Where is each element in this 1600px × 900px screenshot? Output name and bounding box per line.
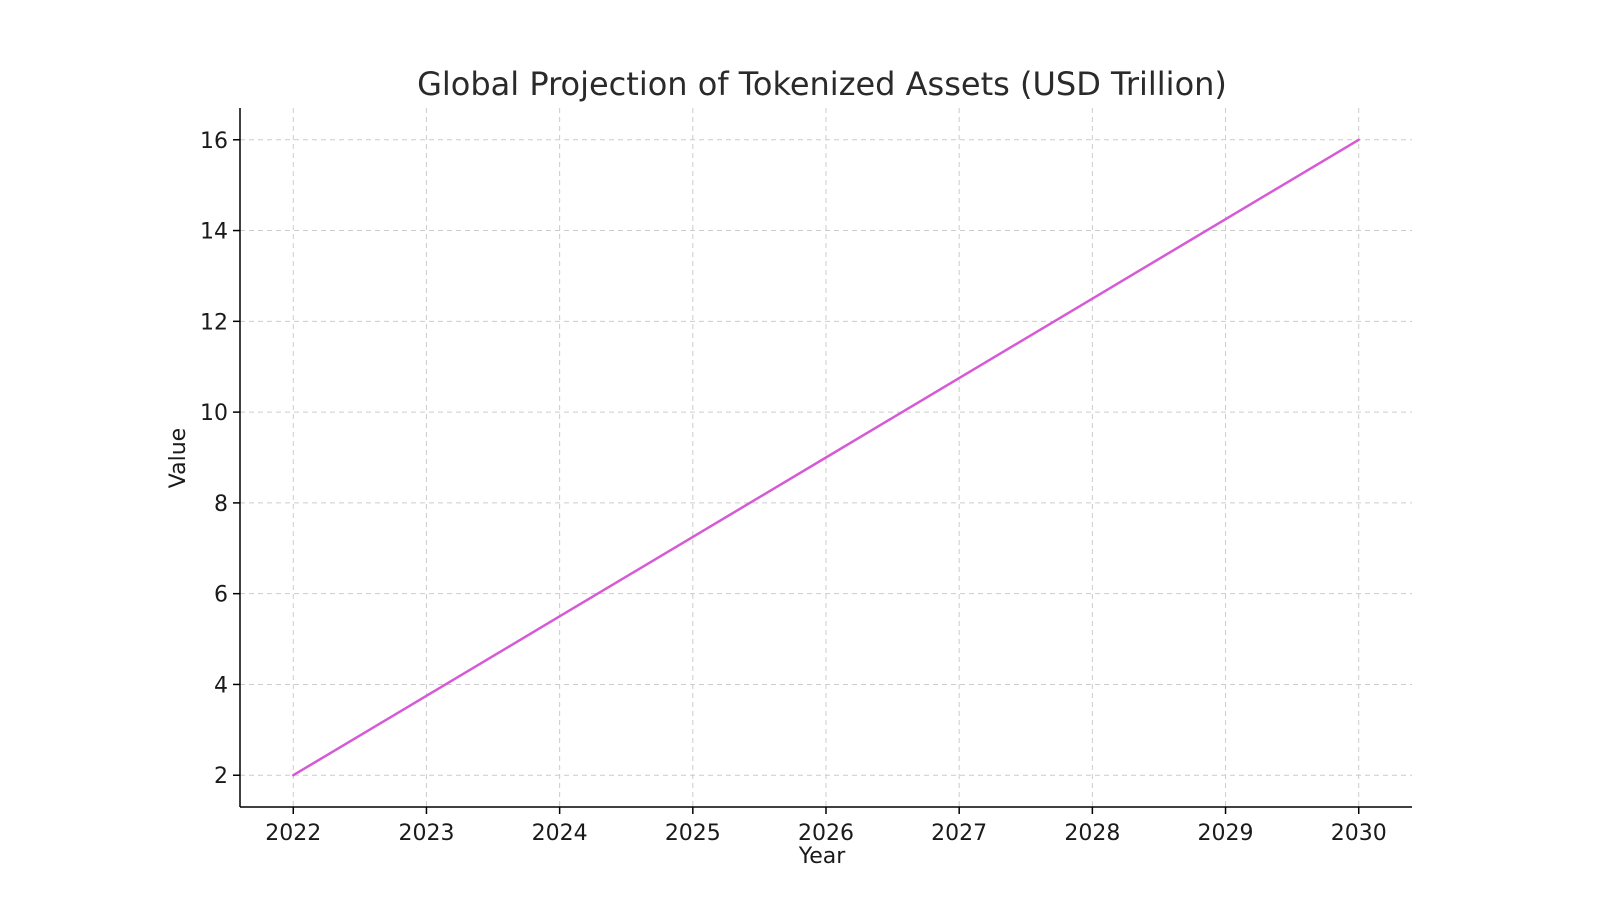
y-tick-label: 8 [214,492,228,517]
y-tick-label: 10 [200,401,228,426]
ticks: 2022 2023 2024 2025 2026 2027 2028 2029 2030 2 4 6 8… [200,129,1387,846]
x-axis-label: Year [798,844,847,869]
x-tick-label: 2025 [665,821,721,846]
x-tick-label: 2030 [1331,821,1387,846]
x-tick-label: 2022 [265,821,321,846]
series-layer [292,138,1360,777]
y-tick-label: 12 [200,310,228,335]
x-tick-label: 2027 [931,821,987,846]
x-tick-label: 2028 [1064,821,1120,846]
chart-title: Global Projection of Tokenized Assets (U… [417,65,1227,103]
y-tick-label: 4 [214,673,228,698]
x-tick-label: 2026 [798,821,854,846]
x-tick-label: 2029 [1198,821,1254,846]
y-tick-label: 14 [200,220,228,245]
y-tick-label: 2 [214,764,228,789]
y-tick-label: 6 [214,583,228,608]
y-tick-label: 16 [200,129,228,154]
y-axis-label: Value [166,428,191,488]
series-line [292,138,1360,777]
x-tick-label: 2024 [532,821,588,846]
x-tick-label: 2023 [398,821,454,846]
grid [240,108,1412,807]
